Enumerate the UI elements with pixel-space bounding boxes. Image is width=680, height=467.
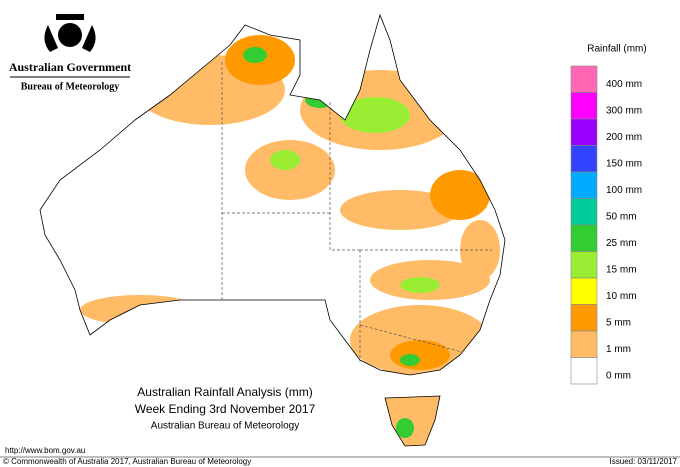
legend-label: 400 mm — [606, 79, 642, 90]
legend-title: Rainfall (mm) — [587, 44, 646, 55]
tasmania-rain — [396, 418, 414, 438]
legend-label: 15 mm — [606, 265, 637, 276]
footer-copyright: © Commonwealth of Australia 2017, Austra… — [3, 457, 251, 466]
legend-swatch — [570, 304, 598, 332]
caption-line: Week Ending 3rd November 2017 — [135, 402, 316, 416]
government-name: Australian Government — [9, 60, 131, 74]
tasmania — [384, 395, 441, 447]
legend: 400 mm 300 mm 200 mm 150 mm 100 mm 50 mm 25 mm… — [570, 65, 642, 385]
legend-label: 200 mm — [606, 132, 642, 143]
legend-label: 25 mm — [606, 238, 637, 249]
legend-swatch — [570, 118, 598, 146]
legend-swatch — [570, 65, 598, 93]
legend-label: 10 mm — [606, 291, 637, 302]
legend-swatch — [570, 330, 598, 358]
legend-swatch — [570, 357, 598, 385]
legend-swatch — [570, 171, 598, 199]
legend-label: 150 mm — [606, 159, 642, 170]
legend-swatch — [570, 251, 598, 279]
crest — [44, 14, 96, 52]
legend-label: 50 mm — [606, 212, 637, 223]
legend-swatch — [570, 277, 598, 305]
legend-swatch — [570, 92, 598, 120]
agency-name: Bureau of Meteorology — [21, 81, 120, 92]
footer-url: http://www.bom.gov.au — [5, 446, 85, 455]
legend-swatch — [570, 145, 598, 173]
legend-label: 0 mm — [606, 371, 631, 382]
legend-label: 1 mm — [606, 344, 631, 355]
legend-swatch — [570, 198, 598, 226]
legend-swatch — [570, 224, 598, 252]
caption-line: Australian Rainfall Analysis (mm) — [137, 385, 312, 399]
caption-line: Australian Bureau of Meteorology — [151, 421, 299, 432]
footer-issued: Issued: 03/11/2017 — [610, 457, 678, 466]
legend-label: 300 mm — [606, 106, 642, 117]
legend-label: 5 mm — [606, 318, 631, 329]
state-borders — [221, 62, 492, 362]
legend-label: 100 mm — [606, 185, 642, 196]
